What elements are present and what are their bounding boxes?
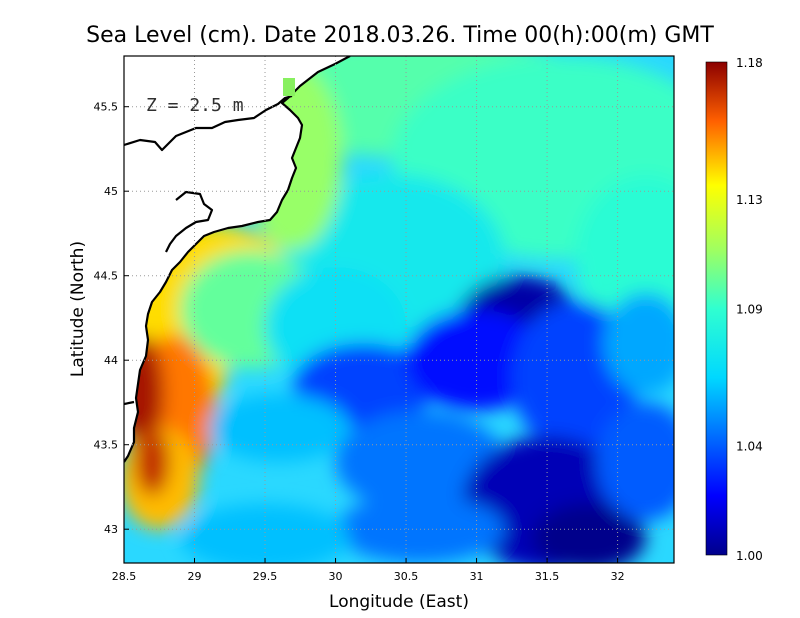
y-tick-label: 44.5 xyxy=(94,270,119,283)
coastline-west xyxy=(124,400,135,406)
x-tick-labels: 28.5 29 29.5 30 30.5 31 31.5 32 xyxy=(112,558,625,583)
colorbar-tick-label: 1.00 xyxy=(736,549,763,563)
coastline-estuary xyxy=(165,190,214,253)
field-blob xyxy=(603,292,674,394)
green-patch xyxy=(283,78,295,96)
grid xyxy=(124,56,674,563)
x-tick-label: 30.5 xyxy=(394,570,419,583)
depth-annotation: Z = 2.5 m xyxy=(146,95,244,116)
y-tick-label: 43.5 xyxy=(94,439,119,452)
coastline-north xyxy=(124,56,351,463)
x-axis-label: Longitude (East) xyxy=(329,592,469,612)
field-blob xyxy=(596,402,674,521)
y-tick-label: 43 xyxy=(104,523,118,536)
plot-frame xyxy=(123,55,675,564)
y-tick-label: 45.5 xyxy=(94,101,119,114)
colorbar-tick-label: 1.13 xyxy=(736,193,763,207)
field-blob xyxy=(135,427,170,496)
field-blob xyxy=(335,410,505,513)
x-tick-label: 31 xyxy=(470,570,484,583)
x-tick-label: 30 xyxy=(329,570,343,583)
y-tick-labels: 43 43.5 44 44.5 45 45.5 xyxy=(94,101,129,536)
colorbar-tick-label: 1.09 xyxy=(736,303,763,317)
x-tick-label: 29.5 xyxy=(253,570,278,583)
y-tick-label: 45 xyxy=(104,185,118,198)
colorbar-tick-label: 1.18 xyxy=(736,56,763,70)
x-tick-label: 28.5 xyxy=(112,570,137,583)
field-blob xyxy=(180,503,350,563)
coastline-lagoon xyxy=(124,94,293,152)
colorbar-tick-label: 1.04 xyxy=(736,439,763,453)
y-axis-label: Latitude (North) xyxy=(68,241,88,377)
chart-title: Sea Level (cm). Date 2018.03.26. Time 00… xyxy=(86,23,714,48)
colorbar xyxy=(705,61,728,556)
x-tick-label: 29 xyxy=(188,570,202,583)
y-tick-label: 44 xyxy=(104,354,118,367)
x-tick-label: 32 xyxy=(611,570,625,583)
field-blob xyxy=(208,394,350,462)
land-mask xyxy=(124,56,350,462)
land-region xyxy=(124,56,350,462)
x-tick-label: 31.5 xyxy=(535,570,560,583)
colorbar-tick-labels: 1.00 1.04 1.09 1.13 1.18 xyxy=(736,56,763,563)
coastline xyxy=(124,56,351,463)
